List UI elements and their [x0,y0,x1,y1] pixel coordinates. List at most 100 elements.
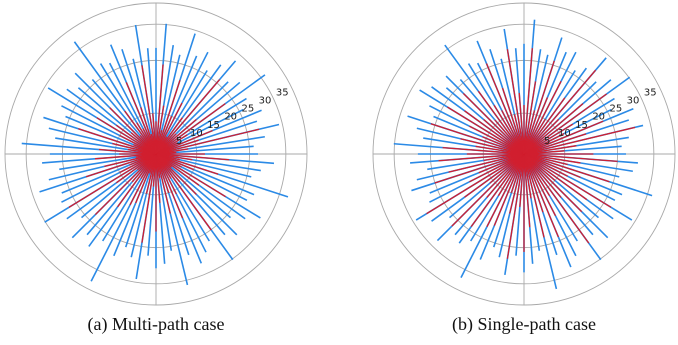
radial-tick-label: 35 [276,87,289,98]
bar-red [451,153,525,227]
radial-tick-label: 5 [544,136,550,147]
bar-red [519,153,525,207]
bar-red [523,60,555,155]
radial-tick-label: 15 [207,120,220,131]
bar-red [509,153,525,214]
bar-red [68,153,157,208]
bar-red [129,153,157,206]
polar-chart-b: 5 10 15 20 25 30 35 [372,2,676,306]
bar-red [523,145,577,155]
bar-red [523,153,544,213]
bar-red [135,153,157,204]
bar-red [155,128,260,155]
bar-red [486,153,525,228]
bar-red [523,97,566,155]
bar-red [485,63,525,155]
bar-red [155,153,212,231]
bar-red [438,153,525,162]
radial-tick-label: 30 [259,96,272,107]
bar-red [523,93,607,155]
bar-red [464,153,525,198]
bar-red [493,153,525,226]
radial-tick-label: 30 [627,96,640,107]
bar-red [518,92,525,155]
bar-red [155,129,213,155]
bar-red [469,125,525,155]
bar-red [523,120,604,155]
bar-red [104,153,157,168]
radial-tick-label: 10 [190,128,203,139]
bar-red [523,153,531,228]
bar-red [155,153,200,186]
bar-red [506,49,525,155]
bar-red [523,153,545,238]
bar-red [523,153,588,201]
bar-red [430,123,525,155]
radial-tick-label: 25 [241,104,254,115]
bar-red [155,153,171,214]
bar-red [434,153,525,184]
bar-red [523,153,612,208]
bar-red [155,119,197,155]
bar-red [523,153,562,198]
bar-red [109,107,157,155]
bar-red [493,104,525,155]
bar-red [155,64,164,155]
bar-red [523,80,562,155]
bar-red [523,126,636,155]
bar-red [523,153,557,217]
bar-red [78,128,157,155]
bar-red [117,153,157,208]
bar-red [523,153,581,179]
bar-red [486,153,525,198]
bar-red [523,153,559,238]
bar-red [523,123,574,155]
bar-red [523,103,584,155]
bar-red [155,80,181,155]
radial-tick-label: 10 [558,128,571,139]
bar-red [469,153,525,183]
bar-red [477,90,525,155]
bar-red [155,153,226,198]
bar-red [523,153,581,164]
bar-red [152,113,157,155]
bar-red [96,117,157,155]
bar-red [94,153,157,160]
bar-red [141,153,157,243]
bar-red [155,153,219,175]
radial-tick-label: 15 [575,120,588,131]
bar-red [523,81,537,155]
bar-red [483,119,525,155]
bar-red [141,65,157,155]
bar-red [155,103,226,155]
bar-red [523,48,533,155]
bar-red [460,138,525,155]
bar-red [155,153,184,219]
bar-red [470,153,525,228]
radial-tick-label: 5 [176,136,182,147]
radial-tick-label: 25 [609,104,622,115]
bar-red [155,79,221,155]
radial-tick-label: 20 [224,112,237,123]
bar-red [447,106,525,155]
bar-red [523,97,549,155]
bar-red [155,153,197,195]
bar-red [155,153,230,161]
radial-tick-label: 20 [592,112,605,123]
bar-red [523,153,590,244]
bar-red [462,92,525,155]
caption-b: (b) Single-path case [452,314,596,335]
radial-tick-label: 35 [644,87,657,98]
bar-red [448,153,525,173]
bar-red [506,153,525,259]
bar-red [85,153,157,178]
bar-red [426,153,525,215]
polar-chart-a: 5 10 15 20 25 30 35 [4,2,308,306]
bar-red [523,153,583,213]
bar-red [523,153,610,183]
bar-red [501,87,525,155]
bar-red [464,110,525,155]
bar-red [442,146,525,155]
bar-red [523,153,618,163]
